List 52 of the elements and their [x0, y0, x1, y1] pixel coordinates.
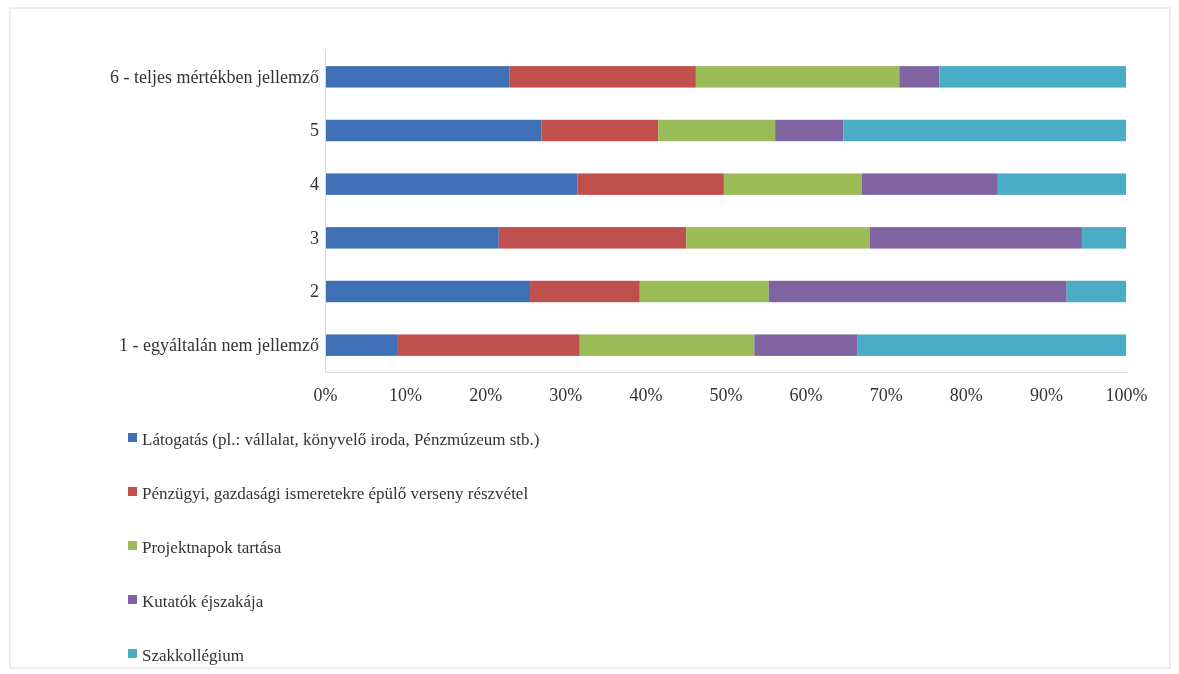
bar: [843, 119, 1126, 142]
x-tick-label: 40%: [629, 384, 663, 405]
bar: [775, 119, 844, 142]
bar: [695, 66, 900, 88]
y-tick-label: 1 - egyáltalán nem jellemző: [119, 334, 319, 355]
bar: [541, 119, 659, 142]
y-tick-label: 5: [310, 120, 319, 141]
bar: [325, 66, 510, 88]
y-tick-label: 2: [310, 281, 319, 302]
legend-label: Szakkollégium: [142, 645, 244, 665]
bar: [658, 119, 776, 142]
x-tick-label: 20%: [469, 384, 503, 405]
bar: [1066, 280, 1126, 303]
x-tick-label: 50%: [709, 384, 743, 405]
bar: [325, 173, 578, 195]
x-tick-label: 80%: [949, 384, 983, 405]
y-tick-label: 6 - teljes mértékben jellemző: [110, 66, 319, 87]
bar: [899, 66, 940, 88]
bar: [325, 119, 542, 142]
bar: [325, 227, 499, 249]
bar: [579, 334, 755, 356]
bar: [325, 280, 531, 303]
bar: [857, 334, 1126, 356]
bar: [768, 280, 1067, 303]
x-tick-label: 70%: [869, 384, 903, 405]
bar: [639, 280, 769, 303]
x-tick-label: 90%: [1029, 384, 1063, 405]
bar: [1081, 227, 1126, 249]
y-tick-label: 4: [310, 173, 319, 194]
bar: [577, 173, 724, 195]
legend-label: Látogatás (pl.: vállalat, könyvelő iroda, Pénzmúzeum stb.): [142, 429, 540, 449]
bar: [754, 334, 858, 356]
bar: [997, 173, 1126, 195]
legend-label: Pénzügyi, gazdasági ismeretekre épülő verseny részvétel: [142, 483, 529, 503]
bar: [686, 227, 870, 249]
bar: [397, 334, 580, 356]
legend-label: Projektnapok tartása: [142, 537, 282, 557]
x-tick-label: 60%: [789, 384, 823, 405]
bar: [869, 227, 1082, 249]
bar: [498, 227, 687, 249]
x-tick-label: 0%: [313, 384, 338, 405]
bar: [723, 173, 862, 195]
bar: [325, 334, 398, 356]
bar: [530, 280, 640, 303]
x-tick-label: 30%: [549, 384, 583, 405]
y-tick-label: 3: [310, 227, 319, 248]
legend-label: Kutatók éjszakája: [142, 591, 264, 611]
x-tick-label: 10%: [389, 384, 423, 405]
bar: [939, 66, 1126, 88]
bar: [861, 173, 998, 195]
bar: [509, 66, 696, 88]
x-tick-label: 100%: [1105, 384, 1148, 405]
